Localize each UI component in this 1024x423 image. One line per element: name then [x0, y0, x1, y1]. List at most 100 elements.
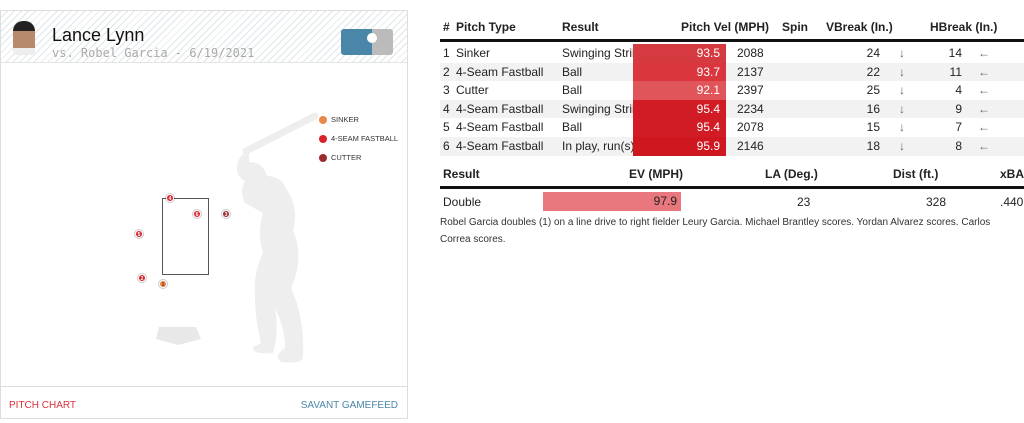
pitch-velocity: 95.9 — [633, 137, 726, 156]
down-arrow-icon: ↓ — [899, 120, 905, 135]
left-arrow-icon: ← — [978, 46, 990, 60]
spin-rate: 2146 — [737, 139, 764, 153]
savant-gamefeed-link[interactable]: SAVANT GAMEFEED — [300, 400, 398, 411]
result-value: Double — [443, 195, 482, 209]
hbreak: 11 — [949, 64, 962, 79]
col-header: Pitch Type — [456, 20, 516, 34]
vbreak: 25 — [866, 83, 880, 98]
pitch-type: Sinker — [456, 46, 491, 60]
pitch-result: Ball — [562, 120, 583, 135]
spin-rate: 2088 — [737, 46, 764, 60]
pitch-number: 1 — [443, 46, 450, 60]
strike-zone — [162, 198, 209, 275]
left-arrow-icon: ← — [978, 83, 990, 98]
pitch-result: Ball — [562, 64, 583, 79]
down-arrow-icon: ↓ — [899, 83, 905, 98]
pitch-number: 3 — [443, 83, 450, 98]
pitch-result: Swinging Strike — [562, 101, 645, 116]
hbreak: 14 — [948, 46, 962, 60]
pitcher-name: Lance Lynn — [52, 25, 145, 45]
vbreak: 24 — [866, 46, 880, 60]
hbreak: 8 — [955, 139, 962, 153]
card-footer: PITCH CHART SAVANT GAMEFEED — [1, 386, 407, 419]
col-header: Result — [443, 167, 480, 181]
col-header: Dist (ft.) — [893, 167, 939, 181]
vbreak: 18 — [866, 139, 880, 153]
legend-label: SINKER — [331, 115, 359, 124]
play-description: Robel Garcia doubles (1) on a line drive… — [440, 217, 991, 245]
pitch-marker[interactable]: 5 — [135, 230, 143, 238]
legend-label: 4-SEAM FASTBALL — [331, 134, 399, 143]
legend-4-seam: 4-SEAM FASTBALL — [319, 134, 398, 143]
pitch-type: Cutter — [456, 83, 489, 98]
col-header: EV (MPH) — [629, 167, 683, 181]
spin-rate: 2397 — [737, 83, 764, 98]
spin-rate: 2078 — [737, 120, 764, 135]
hbreak: 9 — [955, 101, 962, 116]
col-header: LA (Deg.) — [765, 167, 818, 181]
col-header: VBreak (In.) — [826, 20, 893, 34]
pitch-chart-link[interactable]: PITCH CHART — [9, 400, 77, 411]
pitch-number: 2 — [443, 64, 450, 79]
batter-silhouette — [156, 112, 319, 363]
mlb-logo — [341, 29, 393, 55]
ev-cell: 97.9 — [543, 192, 681, 211]
col-header: Spin — [782, 20, 808, 34]
col-header: Pitch Vel (MPH) — [681, 20, 770, 34]
col-header: Result — [562, 20, 599, 34]
pitch-type: 4-Seam Fastball — [456, 120, 544, 135]
left-arrow-icon: ← — [978, 139, 990, 153]
down-arrow-icon: ↓ — [899, 139, 905, 153]
pitch-marker[interactable]: 6 — [193, 210, 201, 218]
pitch-number: 5 — [443, 120, 450, 135]
pitch-chart-card: Lance Lynn vs. Robel Garcia - 6/19/2021 … — [0, 10, 408, 419]
spin-rate: 2137 — [737, 64, 764, 79]
matchup-text: vs. Robel Garcia - 6/19/2021 — [52, 46, 255, 60]
col-header: HBreak (In.) — [930, 20, 998, 34]
pitch-velocity: 93.7 — [633, 62, 726, 82]
down-arrow-icon: ↓ — [899, 46, 905, 60]
left-arrow-icon: ← — [978, 64, 990, 79]
card-header: Lance Lynn vs. Robel Garcia - 6/19/2021 — [1, 11, 407, 63]
table-row: 3 Cutter Ball 92.1 2397 25 ↓ 4 ← — [440, 81, 1024, 100]
legend-cutter: CUTTER — [319, 153, 361, 162]
home-plate — [156, 327, 201, 345]
col-header: # — [443, 20, 450, 34]
spin-rate: 2234 — [737, 101, 764, 116]
pitch-number: 6 — [443, 139, 450, 153]
legend-sinker: SINKER — [319, 115, 359, 124]
la-value: 23 — [797, 195, 811, 209]
pitch-type: 4-Seam Fastball — [456, 139, 544, 153]
pitch-marker[interactable]: 2 — [138, 274, 146, 282]
vbreak: 15 — [866, 120, 880, 135]
pitch-velocity: 95.4 — [633, 118, 726, 137]
header-divider — [440, 186, 1024, 189]
table-row: 6 4-Seam Fastball In play, run(s) 95.9 2… — [440, 137, 1024, 156]
header-divider — [440, 39, 1024, 42]
batter-body — [237, 151, 304, 363]
vbreak: 16 — [866, 101, 880, 116]
pitch-marker[interactable]: 3 — [222, 210, 230, 218]
bat — [242, 112, 319, 155]
dist-value: 328 — [926, 195, 947, 209]
sinker-dot-icon — [319, 115, 327, 124]
pitch-result: In play, run(s) — [562, 139, 635, 153]
legend-label: CUTTER — [331, 153, 362, 162]
down-arrow-icon: ↓ — [899, 64, 905, 79]
pitch-velocity: 93.5 — [633, 44, 726, 63]
cutter-dot-icon — [319, 153, 327, 162]
vbreak: 22 — [866, 64, 880, 79]
pitch-result: Swinging Strike — [562, 46, 645, 60]
pitch-marker[interactable]: 1 — [159, 280, 167, 288]
xba-value: .440 — [1000, 195, 1024, 209]
hbreak: 7 — [955, 120, 962, 135]
pitch-marker[interactable]: 4 — [166, 194, 174, 202]
table-row: 1 Sinker Swinging Strike 93.5 2088 24 ↓ … — [440, 44, 1024, 63]
pitcher-avatar — [13, 21, 35, 55]
left-arrow-icon: ← — [978, 101, 990, 116]
pitch-type: 4-Seam Fastball — [456, 64, 544, 79]
table-row: 4 4-Seam Fastball Swinging Strike 95.4 2… — [440, 99, 1024, 119]
pitch-number: 4 — [443, 101, 450, 116]
left-arrow-icon: ← — [978, 120, 990, 135]
table-row: 5 4-Seam Fastball Ball 95.4 2078 15 ↓ 7 … — [440, 118, 1024, 137]
